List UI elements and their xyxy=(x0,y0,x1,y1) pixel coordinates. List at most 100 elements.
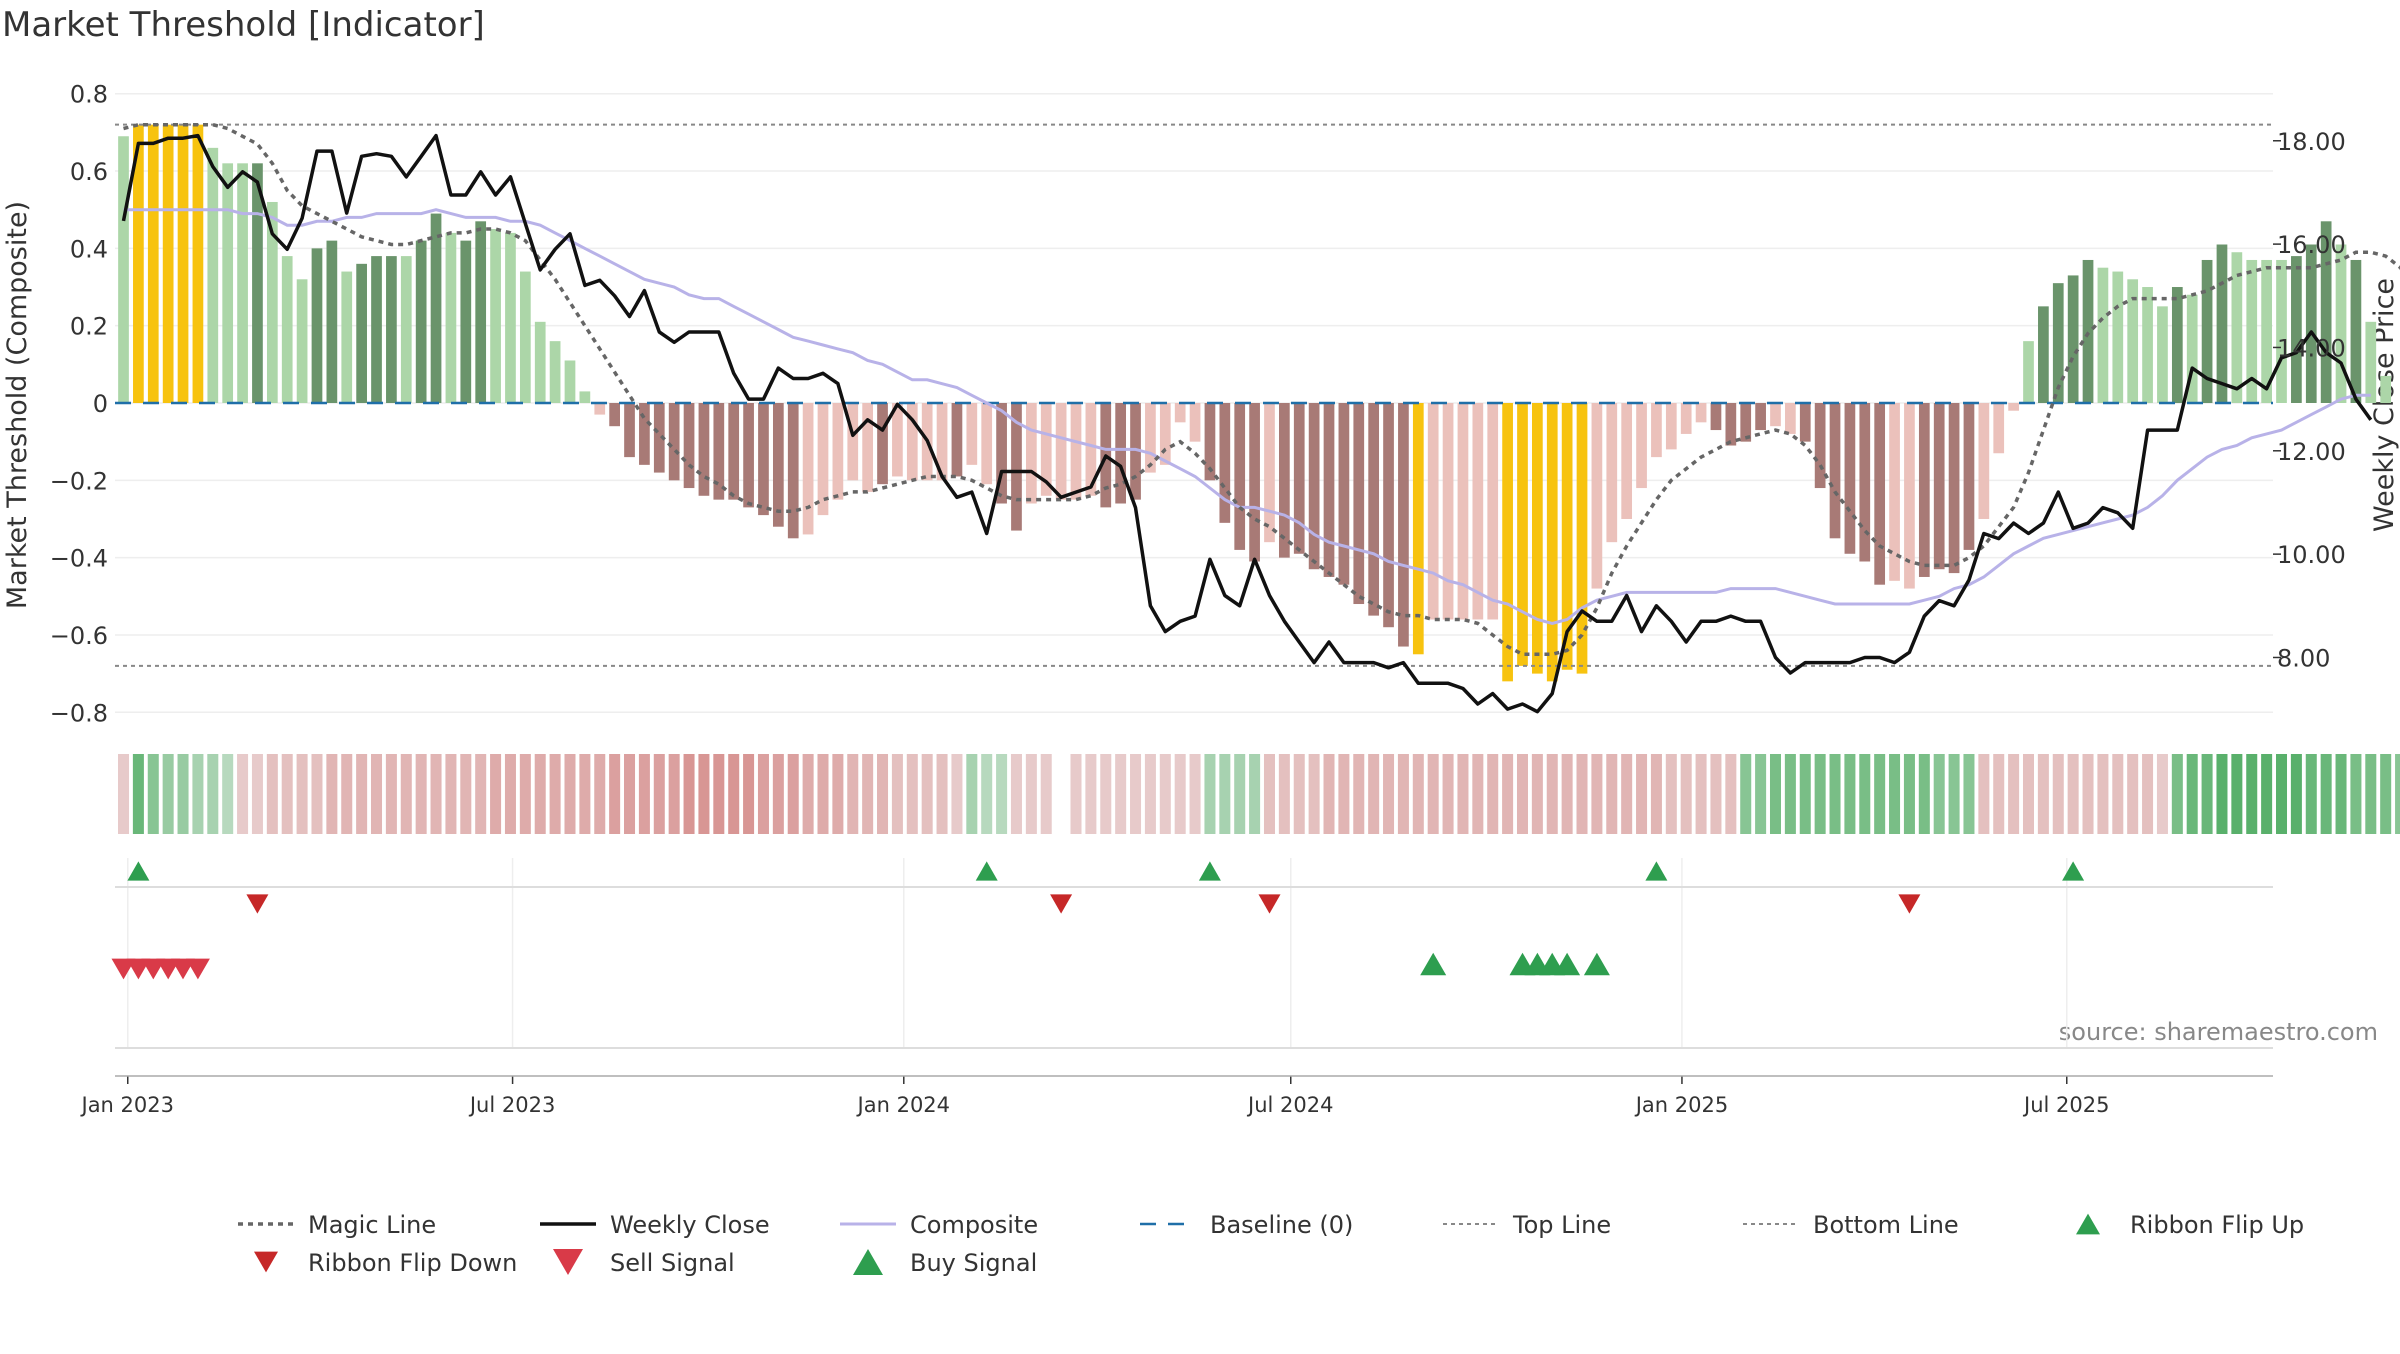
composite-bar xyxy=(535,322,546,403)
y-tick-label: 0.6 xyxy=(70,158,108,186)
composite-bar xyxy=(520,272,531,403)
ribbon-cell xyxy=(2306,754,2317,834)
ribbon-cell xyxy=(1651,754,1662,834)
composite-bar xyxy=(222,163,233,403)
composite-bar xyxy=(1517,403,1528,666)
y2-tick-label: 18.00 xyxy=(2277,128,2346,156)
ribbon-cell xyxy=(1368,754,1379,834)
ribbon-cell xyxy=(877,754,888,834)
ribbon-cell xyxy=(297,754,308,834)
ribbon-cell xyxy=(1070,754,1081,834)
composite-bar xyxy=(1428,403,1439,619)
ribbon-cell xyxy=(1204,754,1215,834)
composite-bar xyxy=(460,241,471,403)
composite-bar xyxy=(2365,322,2376,403)
signals-layer xyxy=(112,861,2400,979)
ribbon-cell xyxy=(2157,754,2168,834)
composite-bar xyxy=(401,256,412,403)
ribbon-cell xyxy=(148,754,159,834)
ribbon-cell xyxy=(1294,754,1305,834)
ribbon-cell xyxy=(862,754,873,834)
composite-bar xyxy=(2157,306,2168,403)
ribbon-cell xyxy=(788,754,799,834)
ribbon-cell xyxy=(1353,754,1364,834)
composite-bar xyxy=(1993,403,2004,453)
ribbon-cell xyxy=(1621,754,1632,834)
legend-item-magic: Magic Line xyxy=(238,1211,436,1239)
composite-bar xyxy=(207,148,218,403)
ribbon-cell xyxy=(133,754,144,834)
ribbon-cell xyxy=(2172,754,2183,834)
composite-bar xyxy=(1964,403,1975,550)
composite-bar xyxy=(2142,287,2153,403)
ribbon-cell xyxy=(371,754,382,834)
legend-label: Ribbon Flip Up xyxy=(2130,1211,2304,1239)
composite-bar xyxy=(1175,403,1186,422)
ribbon-cell xyxy=(460,754,471,834)
composite-bar xyxy=(490,229,501,403)
composite-bar xyxy=(1398,403,1409,647)
legend-swatch xyxy=(853,1249,883,1275)
ribbon-cell xyxy=(2291,754,2302,834)
ribbon-cell xyxy=(2127,754,2138,834)
composite-bar xyxy=(1621,403,1632,519)
ribbon-cell xyxy=(1874,754,1885,834)
y-tick-label: 0 xyxy=(93,390,108,418)
ribbon-cell xyxy=(966,754,977,834)
composite-bar xyxy=(594,403,605,415)
ribbon-cell xyxy=(2261,754,2272,834)
ribbon-cell xyxy=(118,754,129,834)
composite-bar xyxy=(1934,403,1945,569)
ribbon-flip-down-marker xyxy=(1050,894,1072,913)
composite-bar xyxy=(803,403,814,534)
composite-bar xyxy=(2380,376,2391,403)
composite-bar xyxy=(1160,403,1171,465)
legend-label: Magic Line xyxy=(308,1211,436,1239)
composite-bar xyxy=(371,256,382,403)
ribbon-cell xyxy=(907,754,918,834)
composite-bar xyxy=(862,403,873,492)
ribbon-cell xyxy=(1889,754,1900,834)
ribbon-cell xyxy=(386,754,397,834)
ribbon-cell xyxy=(1859,754,1870,834)
x-tick-label: Jan 2024 xyxy=(856,1093,951,1117)
ribbon-cell xyxy=(2336,754,2347,834)
ribbon-cell xyxy=(2350,754,2361,834)
ribbon-cell xyxy=(1904,754,1915,834)
ribbon-flip-up-marker xyxy=(1645,861,1667,880)
weekly-close-line xyxy=(124,136,2371,712)
composite-bar xyxy=(1264,403,1275,542)
ribbon-cell xyxy=(192,754,203,834)
ribbon-cell xyxy=(2202,754,2213,834)
ribbon-cell xyxy=(311,754,322,834)
x-tick-label: Jan 2025 xyxy=(1634,1093,1729,1117)
legend-label: Baseline (0) xyxy=(1210,1211,1353,1239)
composite-bar xyxy=(1502,403,1513,681)
composite-bar xyxy=(148,125,159,403)
composite-bar xyxy=(728,403,739,500)
ribbon-cell xyxy=(401,754,412,834)
composite-bar xyxy=(2098,268,2109,403)
composite-bar xyxy=(1234,403,1245,550)
ribbon-flip-up-marker xyxy=(2062,861,2084,880)
composite-bar xyxy=(2336,245,2347,404)
ribbon-cell xyxy=(922,754,933,834)
ribbon-cell xyxy=(163,754,174,834)
ribbon-cell xyxy=(2231,754,2242,834)
ribbon-cell xyxy=(1532,754,1543,834)
ribbon-cell xyxy=(1502,754,1513,834)
ribbon-cell xyxy=(475,754,486,834)
legend-label: Sell Signal xyxy=(610,1249,735,1277)
composite-bar xyxy=(1547,403,1558,681)
x-tick-label: Jul 2023 xyxy=(468,1093,555,1117)
y2-tick-label: 12.00 xyxy=(2277,438,2346,466)
ribbon-cell xyxy=(1324,754,1335,834)
ribbon-cell xyxy=(2008,754,2019,834)
legend-label: Weekly Close xyxy=(610,1211,770,1239)
ribbon-cell xyxy=(2097,754,2108,834)
composite-bar xyxy=(639,403,650,465)
composite-bar xyxy=(565,360,576,403)
ribbon-cell xyxy=(1398,754,1409,834)
ribbon-flip-down-marker xyxy=(1898,894,1920,913)
